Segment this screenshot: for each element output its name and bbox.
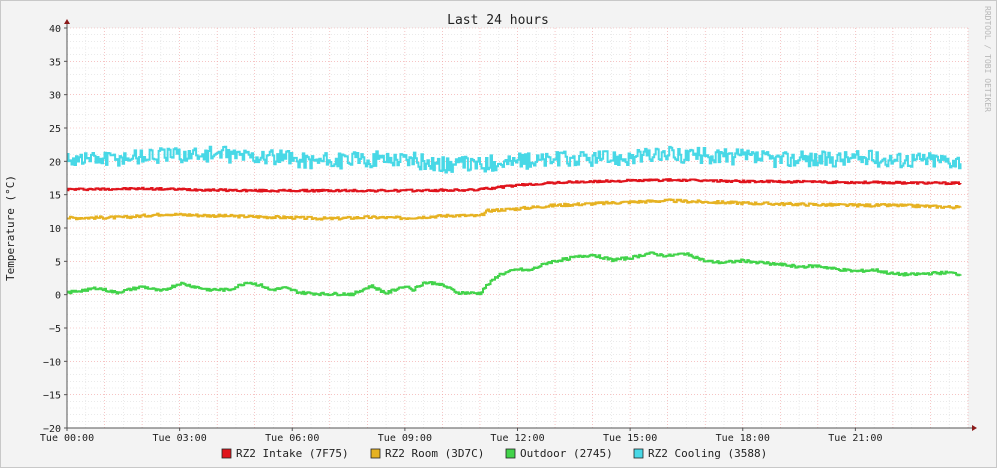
series-lines <box>67 145 962 297</box>
y-axis-arrow <box>64 19 70 24</box>
watermark: RRDTOOL / TOBI OETIKER <box>983 6 992 112</box>
legend-label: RZ2 Room (3D7C) <box>385 447 484 460</box>
x-tick-label: Tue 18:00 <box>716 433 770 444</box>
y-tick-label: −5 <box>49 324 61 335</box>
y-tick-label: 35 <box>49 57 61 68</box>
x-tick-label: Tue 15:00 <box>603 433 657 444</box>
series-line-outdoor-2745 <box>67 251 962 297</box>
x-tick-label: Tue 06:00 <box>265 433 319 444</box>
y-tick-label: 0 <box>55 291 61 302</box>
y-tick-label: −15 <box>43 391 61 402</box>
y-tick-label: 15 <box>49 191 61 202</box>
legend-swatch <box>370 448 381 459</box>
y-tick-label: 10 <box>49 224 61 235</box>
chart-title: Last 24 hours <box>447 13 549 28</box>
series-line-rz2-intake-7f75 <box>67 178 962 193</box>
legend-item: Outdoor (2745) <box>505 447 613 460</box>
x-tick-labels: Tue 00:00 Tue 03:00 Tue 06:00 Tue 09:00 Tue … <box>40 428 882 444</box>
grid <box>66 27 969 429</box>
legend-swatch <box>221 448 232 459</box>
y-tick-label: −20 <box>43 424 61 435</box>
legend-label: Outdoor (2745) <box>520 447 613 460</box>
y-axis-label: Temperature (°C) <box>4 175 17 281</box>
x-tick-label: Tue 00:00 <box>40 433 94 444</box>
y-tick-label: 40 <box>49 24 61 35</box>
legend-label: RZ2 Cooling (3588) <box>648 447 767 460</box>
legend-item: RZ2 Cooling (3588) <box>633 447 767 460</box>
legend-item: RZ2 Room (3D7C) <box>370 447 484 460</box>
series-line-rz2-room-3d7c <box>67 198 962 221</box>
y-tick-label: −10 <box>43 357 61 368</box>
y-tick-label: 25 <box>49 124 61 135</box>
x-tick-label: Tue 21:00 <box>828 433 882 444</box>
x-tick-label: Tue 03:00 <box>153 433 207 444</box>
legend-swatch <box>633 448 644 459</box>
x-tick-label: Tue 09:00 <box>378 433 432 444</box>
legend-label: RZ2 Intake (7F75) <box>236 447 349 460</box>
y-tick-label: 30 <box>49 91 61 102</box>
legend-swatch <box>505 448 516 459</box>
series-line-rz2-cooling-3588 <box>67 145 962 174</box>
axes <box>64 19 977 431</box>
y-tick-label: 5 <box>55 257 61 268</box>
x-axis-arrow <box>972 425 977 431</box>
legend-item: RZ2 Intake (7F75) <box>221 447 349 460</box>
legend: RZ2 Intake (7F75) RZ2 Room (3D7C) Outdoor … <box>221 447 767 460</box>
x-tick-label: Tue 12:00 <box>490 433 544 444</box>
y-tick-label: 20 <box>49 157 61 168</box>
y-tick-labels: 40 35 30 25 20 15 10 5 0 −5 −10 −15 −20 <box>43 24 67 435</box>
